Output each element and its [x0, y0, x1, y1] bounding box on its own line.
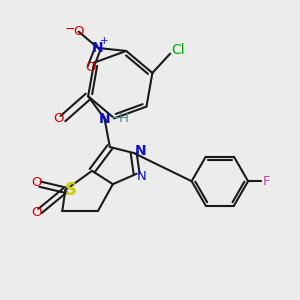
Text: Cl: Cl: [171, 43, 184, 57]
Text: N: N: [134, 144, 146, 158]
Text: O: O: [31, 206, 42, 219]
Text: −: −: [65, 23, 76, 36]
Text: +: +: [100, 35, 109, 46]
Text: N: N: [92, 41, 104, 55]
Text: F: F: [263, 175, 271, 188]
Text: N: N: [137, 170, 147, 183]
Text: O: O: [85, 61, 96, 74]
Text: O: O: [74, 25, 84, 38]
Text: −: −: [111, 112, 121, 125]
Text: O: O: [53, 112, 64, 125]
Text: H: H: [119, 112, 129, 125]
Text: S: S: [64, 181, 76, 199]
Text: O: O: [31, 176, 42, 189]
Text: N: N: [99, 112, 110, 126]
